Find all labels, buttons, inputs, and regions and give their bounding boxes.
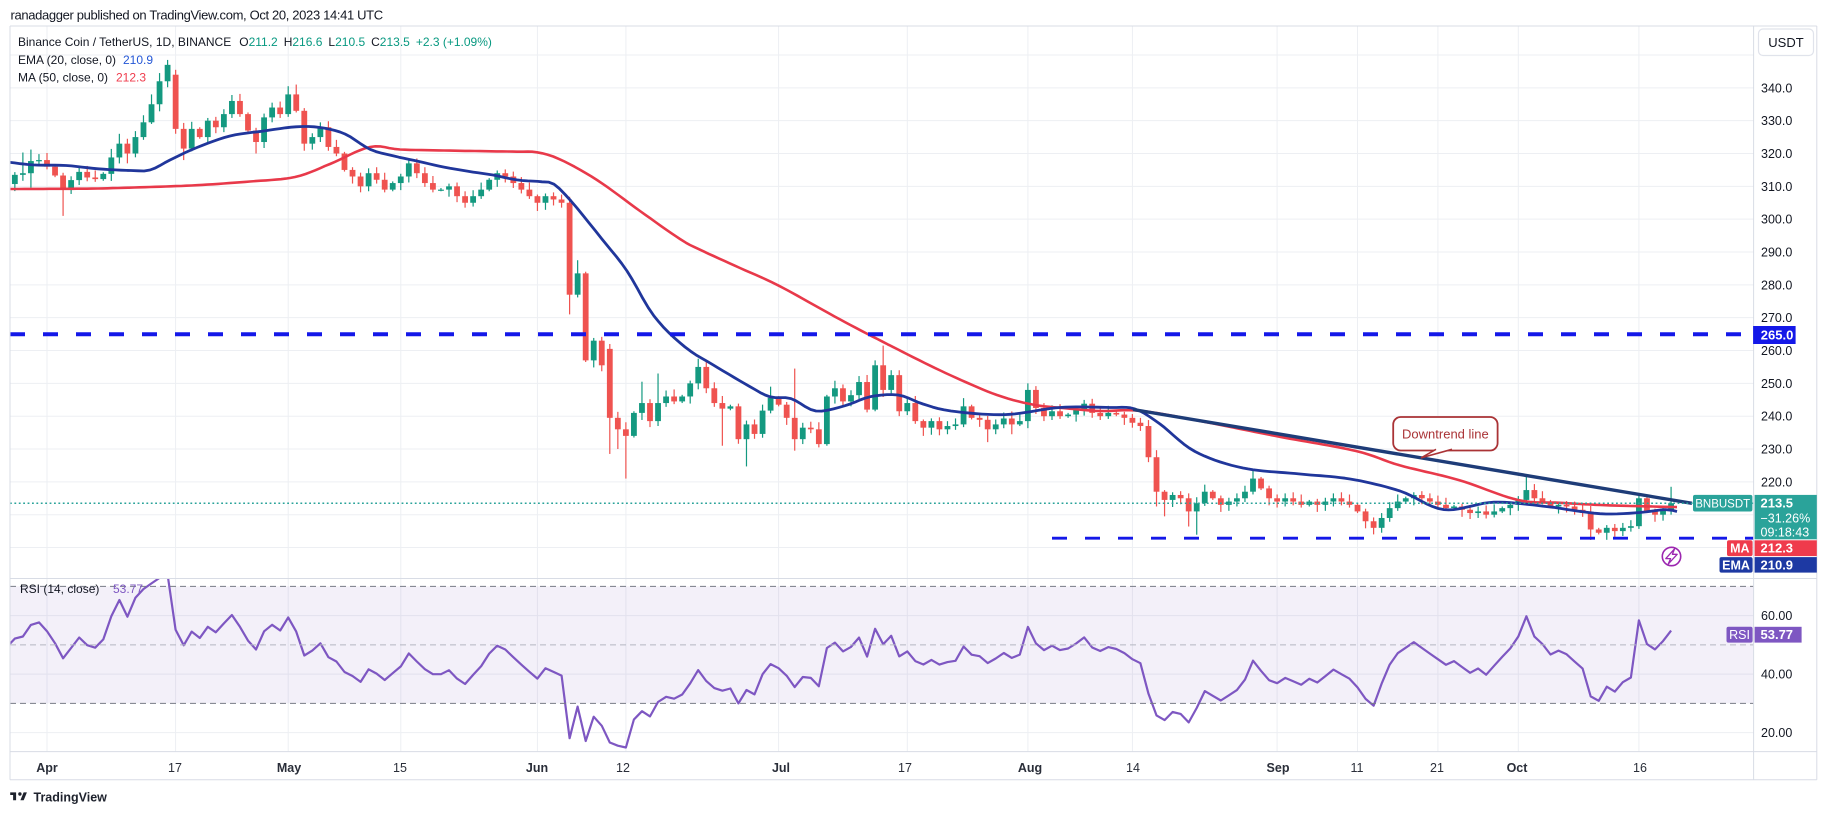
svg-text:17: 17	[898, 761, 912, 775]
svg-text:330.0: 330.0	[1761, 114, 1792, 128]
svg-text:Binance Coin / TetherUS, 1D, B: Binance Coin / TetherUS, 1D, BINANCE O211…	[18, 35, 492, 49]
svg-text:Jun: Jun	[526, 761, 548, 775]
svg-text:12: 12	[616, 761, 630, 775]
svg-text:320.0: 320.0	[1761, 147, 1792, 161]
svg-text:300.0: 300.0	[1761, 213, 1792, 227]
svg-text:14: 14	[1126, 761, 1140, 775]
svg-text:May: May	[277, 761, 301, 775]
svg-text:TradingView: TradingView	[34, 791, 108, 805]
svg-text:ranadagger published on Tradin: ranadagger published on TradingView.com,…	[11, 8, 383, 23]
svg-text:270.0: 270.0	[1761, 311, 1792, 325]
svg-text:09:18:43: 09:18:43	[1761, 526, 1810, 540]
svg-text:11: 11	[1351, 761, 1364, 775]
svg-text:213.5: 213.5	[1761, 496, 1794, 511]
svg-text:RSI (14, close)53.77: RSI (14, close) 53.77	[20, 582, 143, 596]
svg-text:EMA (20, close, 0)210.9: EMA (20, close, 0) 210.9	[18, 53, 153, 67]
svg-text:−31.26%: −31.26%	[1761, 511, 1811, 525]
svg-text:21: 21	[1430, 761, 1444, 775]
svg-text:250.0: 250.0	[1761, 377, 1792, 391]
svg-text:60.00: 60.00	[1761, 609, 1792, 623]
svg-text:15: 15	[393, 761, 407, 775]
svg-text:Oct: Oct	[1507, 761, 1529, 775]
svg-text:16: 16	[1633, 761, 1647, 775]
svg-text:USDT: USDT	[1768, 35, 1803, 50]
svg-text:Downtrend line: Downtrend line	[1402, 427, 1489, 442]
svg-text:280.0: 280.0	[1761, 278, 1792, 292]
svg-text:MA: MA	[1730, 542, 1749, 556]
svg-text:MA (50, close, 0)212.3: MA (50, close, 0) 212.3	[18, 70, 146, 84]
svg-text:260.0: 260.0	[1761, 344, 1792, 358]
svg-text:210.9: 210.9	[1761, 557, 1794, 572]
svg-text:240.0: 240.0	[1761, 410, 1792, 424]
svg-text:40.00: 40.00	[1761, 668, 1792, 682]
svg-text:290.0: 290.0	[1761, 246, 1792, 260]
svg-text:230.0: 230.0	[1761, 443, 1792, 457]
svg-text:340.0: 340.0	[1761, 81, 1792, 95]
svg-text:Jul: Jul	[772, 761, 790, 775]
svg-text:Apr: Apr	[36, 761, 58, 775]
svg-text:17: 17	[168, 761, 182, 775]
svg-text:310.0: 310.0	[1761, 180, 1792, 194]
svg-text:Aug: Aug	[1018, 761, 1042, 775]
svg-text:BNBUSDT: BNBUSDT	[1695, 498, 1750, 510]
svg-text:20.00: 20.00	[1761, 726, 1792, 740]
svg-text:265.0: 265.0	[1761, 328, 1794, 343]
svg-text:Sep: Sep	[1267, 761, 1290, 775]
svg-text:RSI: RSI	[1729, 628, 1750, 642]
svg-text:212.3: 212.3	[1761, 541, 1794, 556]
svg-text:EMA: EMA	[1722, 558, 1750, 572]
svg-text:220.0: 220.0	[1761, 475, 1792, 489]
svg-text:53.77: 53.77	[1761, 627, 1794, 642]
